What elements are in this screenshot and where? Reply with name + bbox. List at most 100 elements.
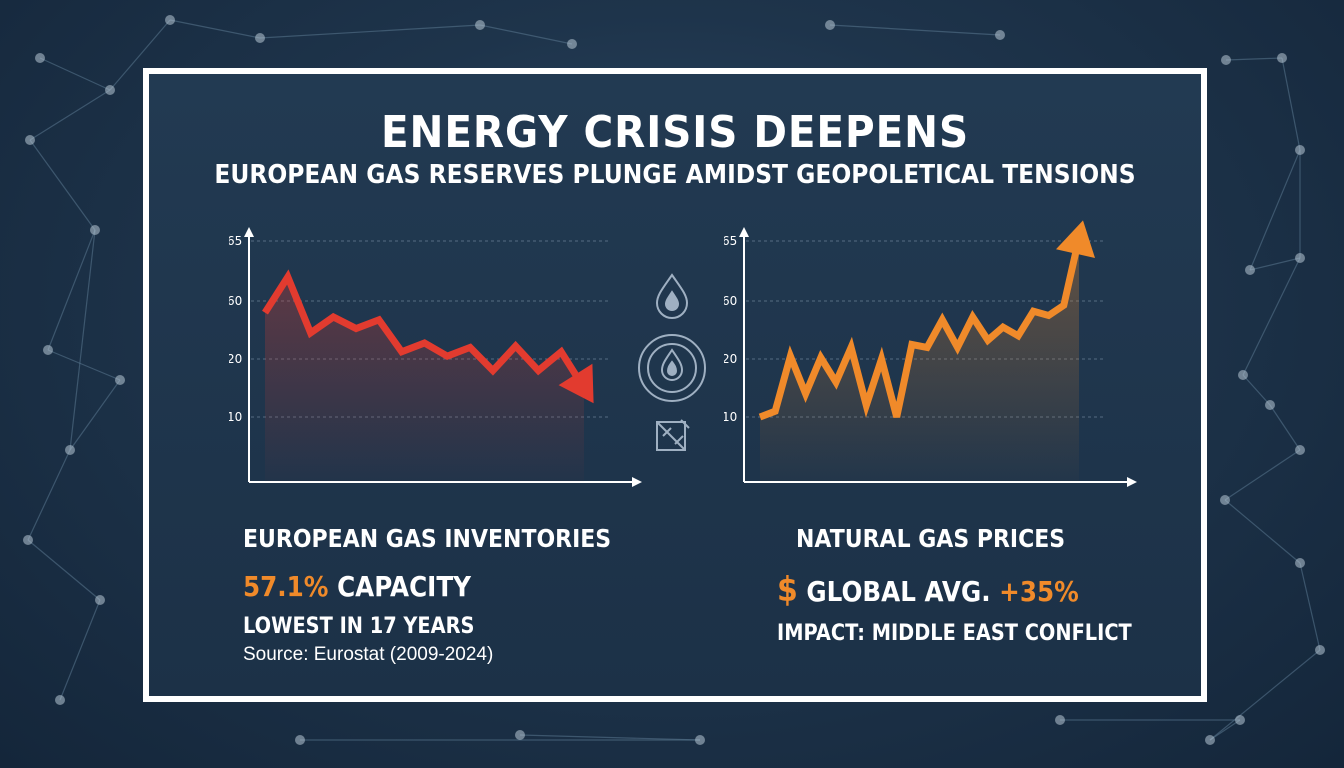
network-node: [165, 15, 175, 25]
inventories-note: LOWEST IN 17 YEARS: [243, 614, 475, 639]
network-node: [567, 39, 577, 49]
network-line: [27, 539, 101, 601]
network-node: [1315, 645, 1325, 655]
dollar-icon: $: [777, 570, 798, 610]
gas-inventories-chart: 65 60 20 10: [229, 227, 642, 487]
network-line: [59, 599, 101, 701]
network-node: [65, 445, 75, 455]
price-stat: $ GLOBAL AVG. +35%: [777, 570, 1079, 610]
network-node: [825, 20, 835, 30]
network-line: [259, 24, 481, 39]
network-node: [515, 730, 525, 740]
network-line: [27, 449, 71, 541]
price-trend-arrow: [1056, 220, 1095, 258]
capacity-value: 57.1%: [243, 570, 329, 603]
network-node: [105, 85, 115, 95]
broken-pipeline-icon: [656, 419, 690, 451]
prices-note: IMPACT: MIDDLE EAST CONFLICT: [777, 621, 1132, 646]
price-label: GLOBAL AVG.: [806, 575, 991, 608]
network-node: [295, 735, 305, 745]
network-line: [1269, 404, 1301, 451]
x-axis-arrow: [632, 477, 642, 487]
network-node: [1295, 558, 1305, 568]
network-node: [55, 695, 65, 705]
prices-heading: NATURAL GAS PRICES: [796, 524, 1066, 553]
network-line: [1224, 449, 1301, 501]
y-axis-arrow: [739, 227, 749, 237]
gas-prices-chart: 65 60 20 10: [724, 220, 1137, 487]
network-node: [1295, 445, 1305, 455]
network-node: [1238, 370, 1248, 380]
network-node: [1265, 400, 1275, 410]
price-change-value: +35%: [999, 575, 1079, 608]
network-node: [95, 595, 105, 605]
network-line: [1242, 374, 1271, 406]
flame-drop-icon: [655, 273, 689, 319]
network-node: [1055, 715, 1065, 725]
network-line: [479, 24, 573, 45]
main-title: ENERGY CRISIS DEEPENS: [380, 107, 970, 158]
network-line: [1249, 257, 1301, 271]
network-node: [1221, 55, 1231, 65]
network-node: [1235, 715, 1245, 725]
network-node: [1220, 495, 1230, 505]
y-tick-label: 60: [724, 294, 737, 308]
y-tick-label: 65: [724, 234, 737, 248]
network-line: [1242, 257, 1301, 376]
x-axis-arrow: [1127, 477, 1137, 487]
y-axis-arrow: [244, 227, 254, 237]
network-node: [255, 33, 265, 43]
network-line: [109, 19, 171, 91]
network-node: [475, 20, 485, 30]
network-line: [1249, 149, 1301, 271]
network-node: [1205, 735, 1215, 745]
center-icon-column: [637, 270, 707, 460]
network-node: [1295, 253, 1305, 263]
network-line: [1225, 57, 1283, 61]
network-line: [69, 379, 121, 451]
y-tick-label: 20: [229, 352, 242, 366]
network-line: [47, 349, 121, 381]
infographic-panel: ENERGY CRISIS DEEPENS EUROPEAN GAS RESER…: [143, 68, 1207, 702]
flame-circle-icon: [638, 334, 706, 402]
inventories-heading: EUROPEAN GAS INVENTORIES: [243, 524, 612, 553]
inventory-area: [265, 277, 584, 482]
y-tick-label: 65: [229, 234, 242, 248]
capacity-label: CAPACITY: [337, 570, 471, 603]
network-node: [43, 345, 53, 355]
network-line: [39, 57, 111, 91]
network-line: [47, 229, 96, 351]
network-line: [29, 89, 111, 141]
capacity-stat: 57.1% CAPACITY: [243, 570, 471, 603]
network-node: [23, 535, 33, 545]
network-line: [829, 24, 1001, 36]
y-tick-label: 10: [229, 410, 242, 424]
network-line: [169, 19, 261, 39]
network-node: [25, 135, 35, 145]
price-line: [758, 237, 1083, 421]
network-line: [1209, 719, 1241, 741]
data-source: Source: Eurostat (2009-2024): [243, 644, 494, 665]
y-tick-label: 60: [229, 294, 242, 308]
network-node: [1277, 53, 1287, 63]
network-node: [90, 225, 100, 235]
network-node: [695, 735, 705, 745]
network-line: [519, 734, 701, 741]
y-tick-label: 20: [724, 352, 737, 366]
network-node: [995, 30, 1005, 40]
inventory-trend-arrow: [558, 363, 594, 404]
network-node: [1295, 145, 1305, 155]
network-line: [1299, 562, 1321, 651]
network-node: [35, 53, 45, 63]
price-area: [760, 238, 1079, 482]
network-line: [29, 139, 96, 231]
y-tick-label: 10: [724, 410, 737, 424]
network-node: [1245, 265, 1255, 275]
network-line: [1209, 649, 1321, 741]
network-line: [69, 229, 96, 451]
network-line: [1224, 499, 1301, 564]
network-line: [1281, 57, 1301, 151]
subtitle: EUROPEAN GAS RESERVES PLUNGE AMIDST GEOP…: [214, 160, 1136, 190]
network-node: [115, 375, 125, 385]
